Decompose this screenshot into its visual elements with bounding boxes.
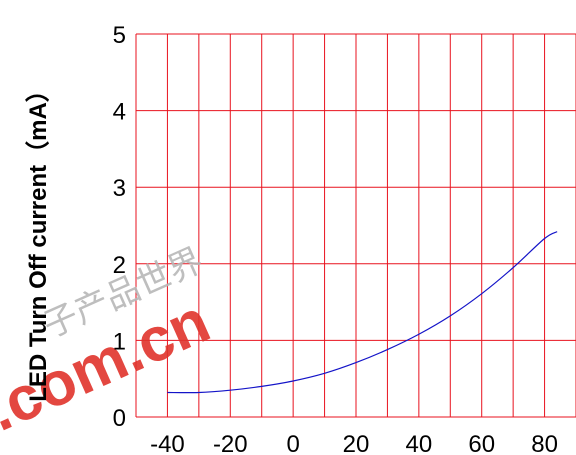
series-line xyxy=(167,231,558,394)
y-tick-label: 0 xyxy=(113,405,126,432)
x-tick-label: 60 xyxy=(468,431,495,455)
y-tick-label: 5 xyxy=(113,22,126,49)
x-tick-label: 40 xyxy=(406,431,433,455)
x-tick-label: 0 xyxy=(286,431,299,455)
y-tick-label: 2 xyxy=(113,252,126,279)
grid xyxy=(135,33,576,418)
x-tick-label: -40 xyxy=(150,431,185,455)
y-axis-label: LED Turn Off current（mA） xyxy=(25,78,52,402)
x-tick-labels: -40 -20 0 20 40 60 80 xyxy=(150,431,558,455)
y-tick-labels: 0 1 2 3 4 5 xyxy=(113,22,126,432)
y-tick-label: 1 xyxy=(113,328,126,355)
y-tick-label: 4 xyxy=(113,99,126,126)
x-tick-label: -20 xyxy=(213,431,248,455)
x-tick-label: 80 xyxy=(531,431,558,455)
x-tick-label: 20 xyxy=(343,431,370,455)
series-group xyxy=(167,231,558,394)
y-tick-label: 3 xyxy=(113,175,126,202)
